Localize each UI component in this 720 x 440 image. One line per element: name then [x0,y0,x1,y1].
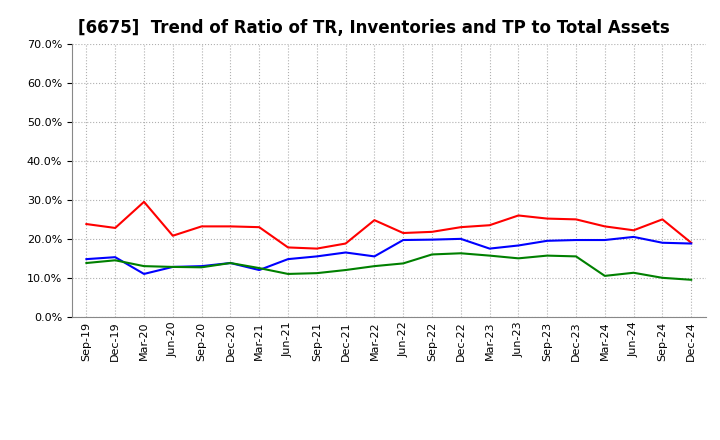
Trade Receivables [255,224,264,230]
Trade Payables [370,264,379,269]
Inventories [284,257,292,262]
Trade Payables [255,265,264,271]
Trade Payables [600,273,609,279]
Trade Payables [284,271,292,277]
Line: Trade Receivables: Trade Receivables [86,202,691,249]
Inventories [687,241,696,246]
Trade Receivables [140,199,148,205]
Trade Receivables [629,227,638,233]
Inventories [600,238,609,243]
Inventories [629,234,638,239]
Inventories [111,254,120,260]
Line: Inventories: Inventories [86,237,691,274]
Trade Receivables [82,221,91,227]
Trade Receivables [514,213,523,218]
Text: [6675]  Trend of Ratio of TR, Inventories and TP to Total Assets: [6675] Trend of Ratio of TR, Inventories… [78,19,670,37]
Trade Receivables [168,233,177,238]
Inventories [456,236,465,242]
Trade Receivables [600,224,609,229]
Trade Receivables [687,240,696,246]
Inventories [226,260,235,266]
Inventories [82,257,91,262]
Trade Payables [197,265,206,270]
Trade Receivables [341,241,350,246]
Trade Receivables [572,217,580,222]
Trade Payables [341,268,350,273]
Trade Receivables [456,224,465,230]
Trade Payables [485,253,494,258]
Trade Payables [82,260,91,266]
Inventories [399,238,408,243]
Trade Payables [140,264,148,269]
Inventories [255,268,264,273]
Trade Payables [399,261,408,266]
Trade Payables [111,258,120,263]
Inventories [428,237,436,242]
Inventories [543,238,552,243]
Trade Receivables [312,246,321,251]
Inventories [514,243,523,248]
Inventories [370,254,379,259]
Trade Payables [543,253,552,258]
Inventories [572,238,580,243]
Trade Receivables [543,216,552,221]
Trade Payables [226,260,235,266]
Trade Payables [456,251,465,256]
Trade Receivables [370,217,379,223]
Trade Payables [168,264,177,270]
Trade Payables [687,277,696,282]
Line: Trade Payables: Trade Payables [86,253,691,280]
Trade Receivables [111,225,120,231]
Trade Receivables [658,217,667,222]
Inventories [485,246,494,251]
Inventories [341,250,350,255]
Inventories [312,254,321,259]
Inventories [140,271,148,277]
Trade Receivables [428,229,436,235]
Inventories [197,264,206,269]
Trade Receivables [399,231,408,236]
Trade Payables [428,252,436,257]
Trade Payables [658,275,667,280]
Trade Receivables [197,224,206,229]
Inventories [168,264,177,270]
Trade Receivables [226,224,235,229]
Trade Payables [629,270,638,275]
Trade Receivables [485,223,494,228]
Trade Payables [514,256,523,261]
Trade Payables [572,254,580,259]
Inventories [658,240,667,246]
Trade Receivables [284,245,292,250]
Trade Payables [312,271,321,276]
